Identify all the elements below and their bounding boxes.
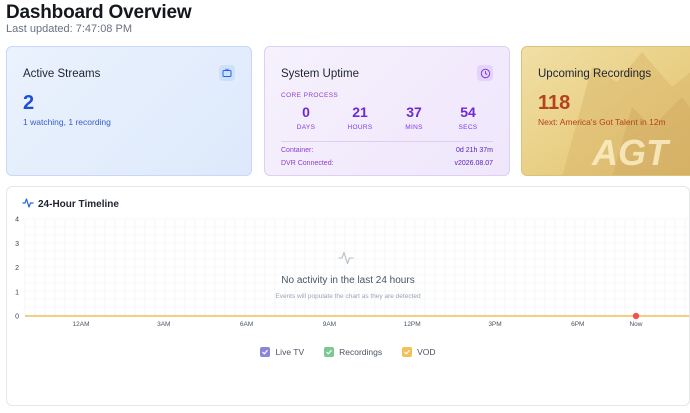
container-row: Container: 0d 21h 37m	[281, 147, 493, 154]
upcoming-recordings-card[interactable]: AGT Upcoming Recordings 118 Next: Americ…	[521, 46, 690, 176]
show-artwork: AGT	[522, 47, 690, 175]
page-title: Dashboard Overview	[6, 2, 192, 23]
uptime-mins-unit: MINS	[405, 124, 423, 131]
chart-legend: Live TV Recordings VOD	[7, 347, 689, 357]
clock-icon	[477, 65, 493, 81]
empty-state-activity-icon	[338, 251, 354, 265]
uptime-days-value: 0	[302, 104, 310, 120]
dvr-value: v2026.08.07	[454, 160, 493, 167]
last-updated-text: Last updated: 7:47:08 PM	[6, 23, 132, 35]
active-streams-detail: 1 watching, 1 recording	[23, 117, 111, 127]
x-tick-label: 3PM	[488, 321, 501, 328]
timeline-title: 24-Hour Timeline	[38, 199, 119, 210]
next-recording-text: Next: America's Got Talent in 12m	[538, 117, 666, 127]
active-streams-card[interactable]: Active Streams 2 1 watching, 1 recording	[6, 46, 252, 176]
uptime-hours: 21 HOURS	[338, 104, 382, 131]
uptime-days-unit: DAYS	[296, 124, 316, 131]
dvr-row: DVR Connected: v2026.08.07	[281, 160, 493, 167]
tv-icon	[219, 65, 235, 81]
y-tick-label: 4	[15, 217, 19, 224]
x-tick-label: 6PM	[571, 321, 584, 328]
legend-label-vod: VOD	[417, 347, 436, 357]
uptime-secs-value: 54	[460, 104, 476, 120]
uptime-divider	[281, 141, 493, 142]
dvr-label: DVR Connected:	[281, 160, 334, 167]
uptime-hours-unit: HOURS	[347, 124, 373, 131]
legend-label-recordings: Recordings	[339, 347, 383, 357]
legend-item-live-tv[interactable]: Live TV	[260, 347, 304, 357]
x-tick-label: 12PM	[404, 321, 421, 328]
upcoming-recordings-count: 118	[538, 92, 571, 114]
container-value: 0d 21h 37m	[456, 147, 493, 154]
empty-state-subtitle: Events will populate the chart as they a…	[275, 293, 421, 300]
agt-logo-text: AGT	[591, 132, 671, 173]
uptime-hours-value: 21	[352, 104, 368, 120]
timeline-chart: 0 1 2 3 4 12AM 3AM 6AM 9AM 12PM 3PM 6PM Now	[15, 217, 689, 328]
active-streams-count: 2	[23, 92, 35, 114]
x-tick-label: 6AM	[240, 321, 253, 328]
uptime-secs-unit: SECS	[458, 124, 478, 131]
now-marker	[632, 312, 640, 320]
x-tick-label: Now	[629, 321, 642, 328]
system-uptime-card[interactable]: System Uptime CORE PROCESS 0 DAYS 21 HOU…	[264, 46, 510, 176]
y-tick-label: 0	[15, 314, 19, 321]
core-process-label: CORE PROCESS	[281, 92, 339, 99]
y-tick-label: 3	[15, 241, 19, 248]
y-tick-label: 1	[15, 289, 19, 296]
uptime-secs: 54 SECS	[446, 104, 490, 131]
uptime-days: 0 DAYS	[284, 104, 328, 131]
activity-icon	[22, 198, 34, 208]
checkbox-icon[interactable]	[324, 347, 335, 357]
y-tick-label: 2	[15, 265, 19, 272]
checkbox-icon[interactable]	[402, 347, 413, 357]
timeline-card: 24-Hour Timeline 0 1 2 3 4 12AM 3AM 6AM 9AM 12PM…	[6, 186, 690, 406]
empty-state-title: No activity in the last 24 hours	[281, 275, 415, 286]
legend-item-recordings[interactable]: Recordings	[324, 347, 382, 357]
legend-label-live-tv: Live TV	[275, 347, 305, 357]
x-tick-label: 12AM	[73, 321, 90, 328]
x-tick-label: 3AM	[157, 321, 170, 328]
x-tick-label: 9AM	[323, 321, 336, 328]
uptime-mins-value: 37	[406, 104, 422, 120]
uptime-mins: 37 MINS	[392, 104, 436, 131]
active-streams-title: Active Streams	[23, 68, 101, 80]
container-label: Container:	[281, 147, 314, 154]
legend-item-vod[interactable]: VOD	[402, 347, 436, 357]
checkbox-icon[interactable]	[260, 347, 271, 357]
upcoming-recordings-title: Upcoming Recordings	[538, 68, 652, 80]
system-uptime-title: System Uptime	[281, 68, 359, 80]
